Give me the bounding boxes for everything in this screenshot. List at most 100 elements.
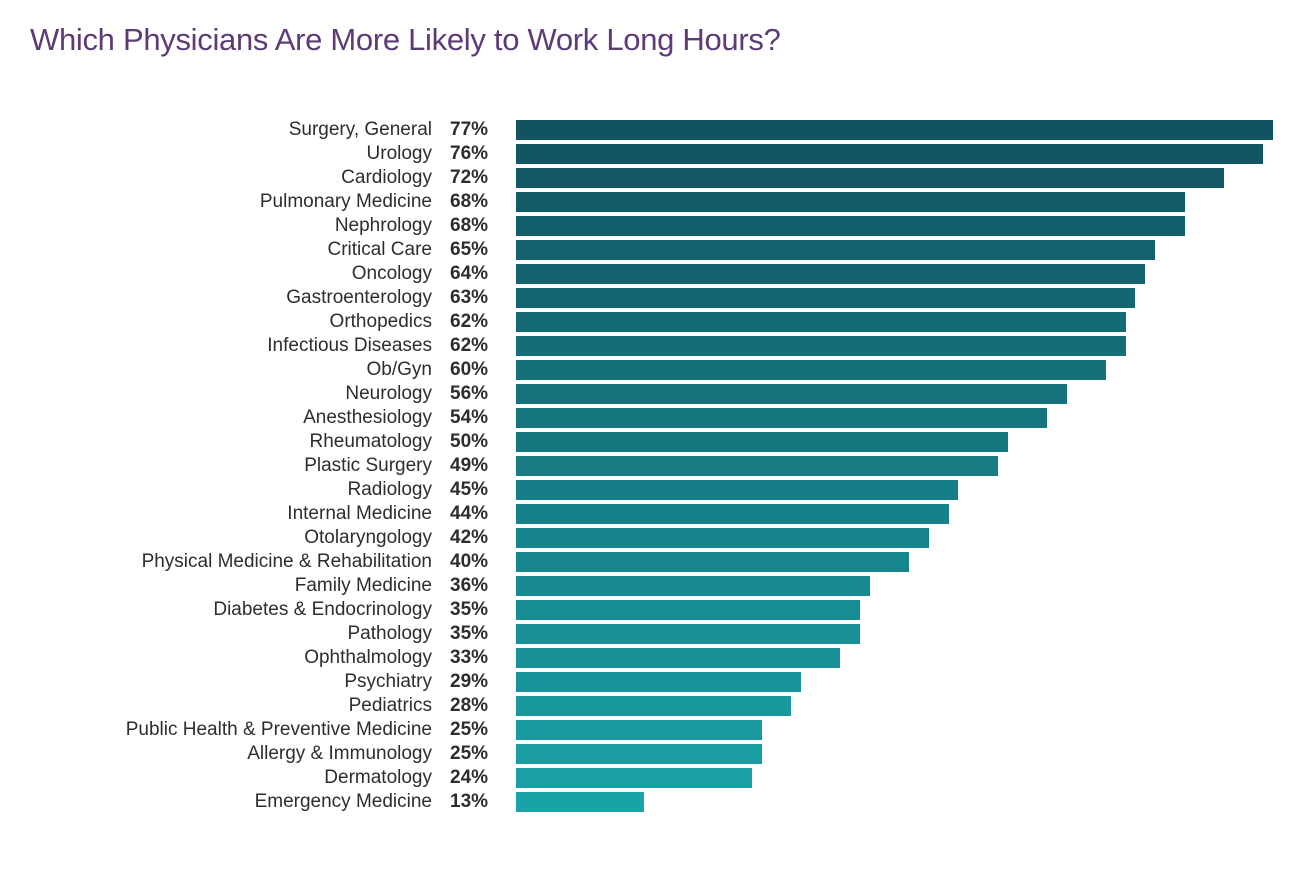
category-label: Neurology bbox=[345, 383, 432, 404]
bar-track bbox=[516, 192, 1273, 212]
category-label: Diabetes & Endocrinology bbox=[213, 599, 432, 620]
value-label: 35% bbox=[450, 623, 489, 644]
bar-track bbox=[516, 792, 1273, 812]
value-label: 63% bbox=[450, 287, 489, 308]
bar-track bbox=[516, 456, 1273, 476]
category-label: Family Medicine bbox=[294, 575, 432, 596]
chart-row: Surgery, General 77% bbox=[0, 118, 1290, 142]
category-label: Surgery, General bbox=[288, 119, 432, 140]
value-label: 35% bbox=[450, 599, 489, 620]
value-label: 24% bbox=[450, 767, 489, 788]
bar bbox=[516, 480, 959, 500]
category-label: Psychiatry bbox=[344, 671, 432, 692]
category-label: Emergency Medicine bbox=[254, 791, 432, 812]
chart-row: Nephrology 68% bbox=[0, 214, 1290, 238]
bar bbox=[516, 792, 644, 812]
bar bbox=[516, 432, 1008, 452]
bar bbox=[516, 528, 929, 548]
value-label: 65% bbox=[450, 239, 489, 260]
category-label: Pediatrics bbox=[348, 695, 432, 716]
value-label: 76% bbox=[450, 143, 489, 164]
value-label: 68% bbox=[450, 191, 489, 212]
bar-track bbox=[516, 216, 1273, 236]
bar bbox=[516, 456, 998, 476]
value-label: 54% bbox=[450, 407, 489, 428]
value-label: 33% bbox=[450, 647, 489, 668]
bar-track bbox=[516, 504, 1273, 524]
chart-row: Dermatology 24% bbox=[0, 766, 1290, 790]
chart-row: Critical Care 65% bbox=[0, 238, 1290, 262]
category-label: Allergy & Immunology bbox=[247, 743, 432, 764]
bar-track bbox=[516, 432, 1273, 452]
category-label: Urology bbox=[366, 143, 432, 164]
chart-row: Pulmonary Medicine 68% bbox=[0, 190, 1290, 214]
value-label: 49% bbox=[450, 455, 489, 476]
chart-row: Public Health & Preventive Medicine 25% bbox=[0, 718, 1290, 742]
bar-track bbox=[516, 768, 1273, 788]
value-label: 29% bbox=[450, 671, 489, 692]
chart-row: Oncology 64% bbox=[0, 262, 1290, 286]
value-label: 72% bbox=[450, 167, 489, 188]
chart-row: Anesthesiology 54% bbox=[0, 406, 1290, 430]
bar-track bbox=[516, 744, 1273, 764]
category-label: Critical Care bbox=[327, 239, 432, 260]
bar bbox=[516, 216, 1185, 236]
chart-row: Plastic Surgery 49% bbox=[0, 454, 1290, 478]
chart-row: Pediatrics 28% bbox=[0, 694, 1290, 718]
bar bbox=[516, 504, 949, 524]
chart-row: Radiology 45% bbox=[0, 478, 1290, 502]
value-label: 36% bbox=[450, 575, 489, 596]
value-label: 50% bbox=[450, 431, 489, 452]
bar bbox=[516, 624, 861, 644]
bar-track bbox=[516, 696, 1273, 716]
chart-row: Ob/Gyn 60% bbox=[0, 358, 1290, 382]
value-label: 64% bbox=[450, 263, 489, 284]
category-label: Dermatology bbox=[324, 767, 432, 788]
category-label: Plastic Surgery bbox=[304, 455, 432, 476]
bar-track bbox=[516, 168, 1273, 188]
chart-row: Psychiatry 29% bbox=[0, 670, 1290, 694]
chart-row: Family Medicine 36% bbox=[0, 574, 1290, 598]
value-label: 77% bbox=[450, 119, 489, 140]
chart-row: Neurology 56% bbox=[0, 382, 1290, 406]
bar-track bbox=[516, 144, 1273, 164]
bar bbox=[516, 288, 1136, 308]
chart-title: Which Physicians Are More Likely to Work… bbox=[30, 22, 781, 57]
category-label: Public Health & Preventive Medicine bbox=[125, 719, 432, 740]
category-label: Cardiology bbox=[341, 167, 432, 188]
value-label: 68% bbox=[450, 215, 489, 236]
bar-track bbox=[516, 264, 1273, 284]
bar-track bbox=[516, 672, 1273, 692]
bar-track bbox=[516, 336, 1273, 356]
bar-track bbox=[516, 480, 1273, 500]
value-label: 25% bbox=[450, 719, 489, 740]
bar-track bbox=[516, 600, 1273, 620]
bar-track bbox=[516, 312, 1273, 332]
bar-track bbox=[516, 120, 1273, 140]
bar-chart: Surgery, General 77% Urology 76% Cardiology 7… bbox=[0, 118, 1290, 814]
value-label: 28% bbox=[450, 695, 489, 716]
chart-row: Urology 76% bbox=[0, 142, 1290, 166]
chart-row: Rheumatology 50% bbox=[0, 430, 1290, 454]
value-label: 60% bbox=[450, 359, 489, 380]
bar bbox=[516, 360, 1106, 380]
bar bbox=[516, 696, 792, 716]
bar-track bbox=[516, 528, 1273, 548]
bar-track bbox=[516, 648, 1273, 668]
chart-row: Ophthalmology 33% bbox=[0, 646, 1290, 670]
bar-track bbox=[516, 624, 1273, 644]
bar bbox=[516, 576, 870, 596]
value-label: 62% bbox=[450, 311, 489, 332]
category-label: Rheumatology bbox=[309, 431, 432, 452]
category-label: Infectious Diseases bbox=[267, 335, 432, 356]
value-label: 62% bbox=[450, 335, 489, 356]
category-label: Pulmonary Medicine bbox=[259, 191, 432, 212]
bar bbox=[516, 120, 1273, 140]
chart-row: Allergy & Immunology 25% bbox=[0, 742, 1290, 766]
bar bbox=[516, 384, 1067, 404]
bar-track bbox=[516, 408, 1273, 428]
bar bbox=[516, 312, 1126, 332]
bar bbox=[516, 720, 762, 740]
bar bbox=[516, 144, 1264, 164]
